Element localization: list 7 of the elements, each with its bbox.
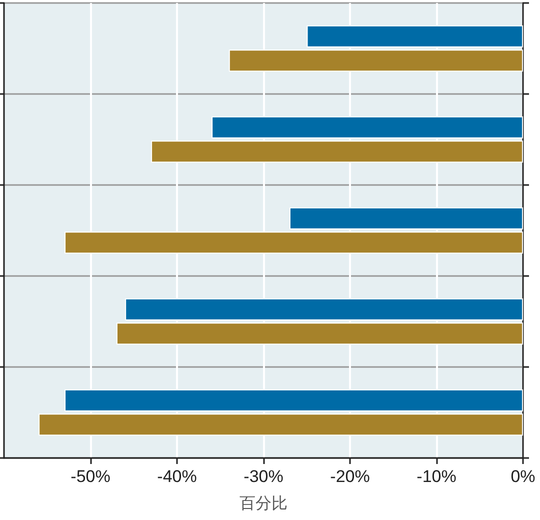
x-axis-title: 百分比: [240, 494, 288, 512]
x-tick-label: -30%: [244, 467, 284, 486]
x-tick-label: -40%: [157, 467, 197, 486]
x-tick-label: -10%: [416, 467, 456, 486]
x-tick-label: -50%: [70, 467, 110, 486]
x-tick-label: -20%: [330, 467, 370, 486]
x-tick-label: 0%: [510, 467, 536, 486]
